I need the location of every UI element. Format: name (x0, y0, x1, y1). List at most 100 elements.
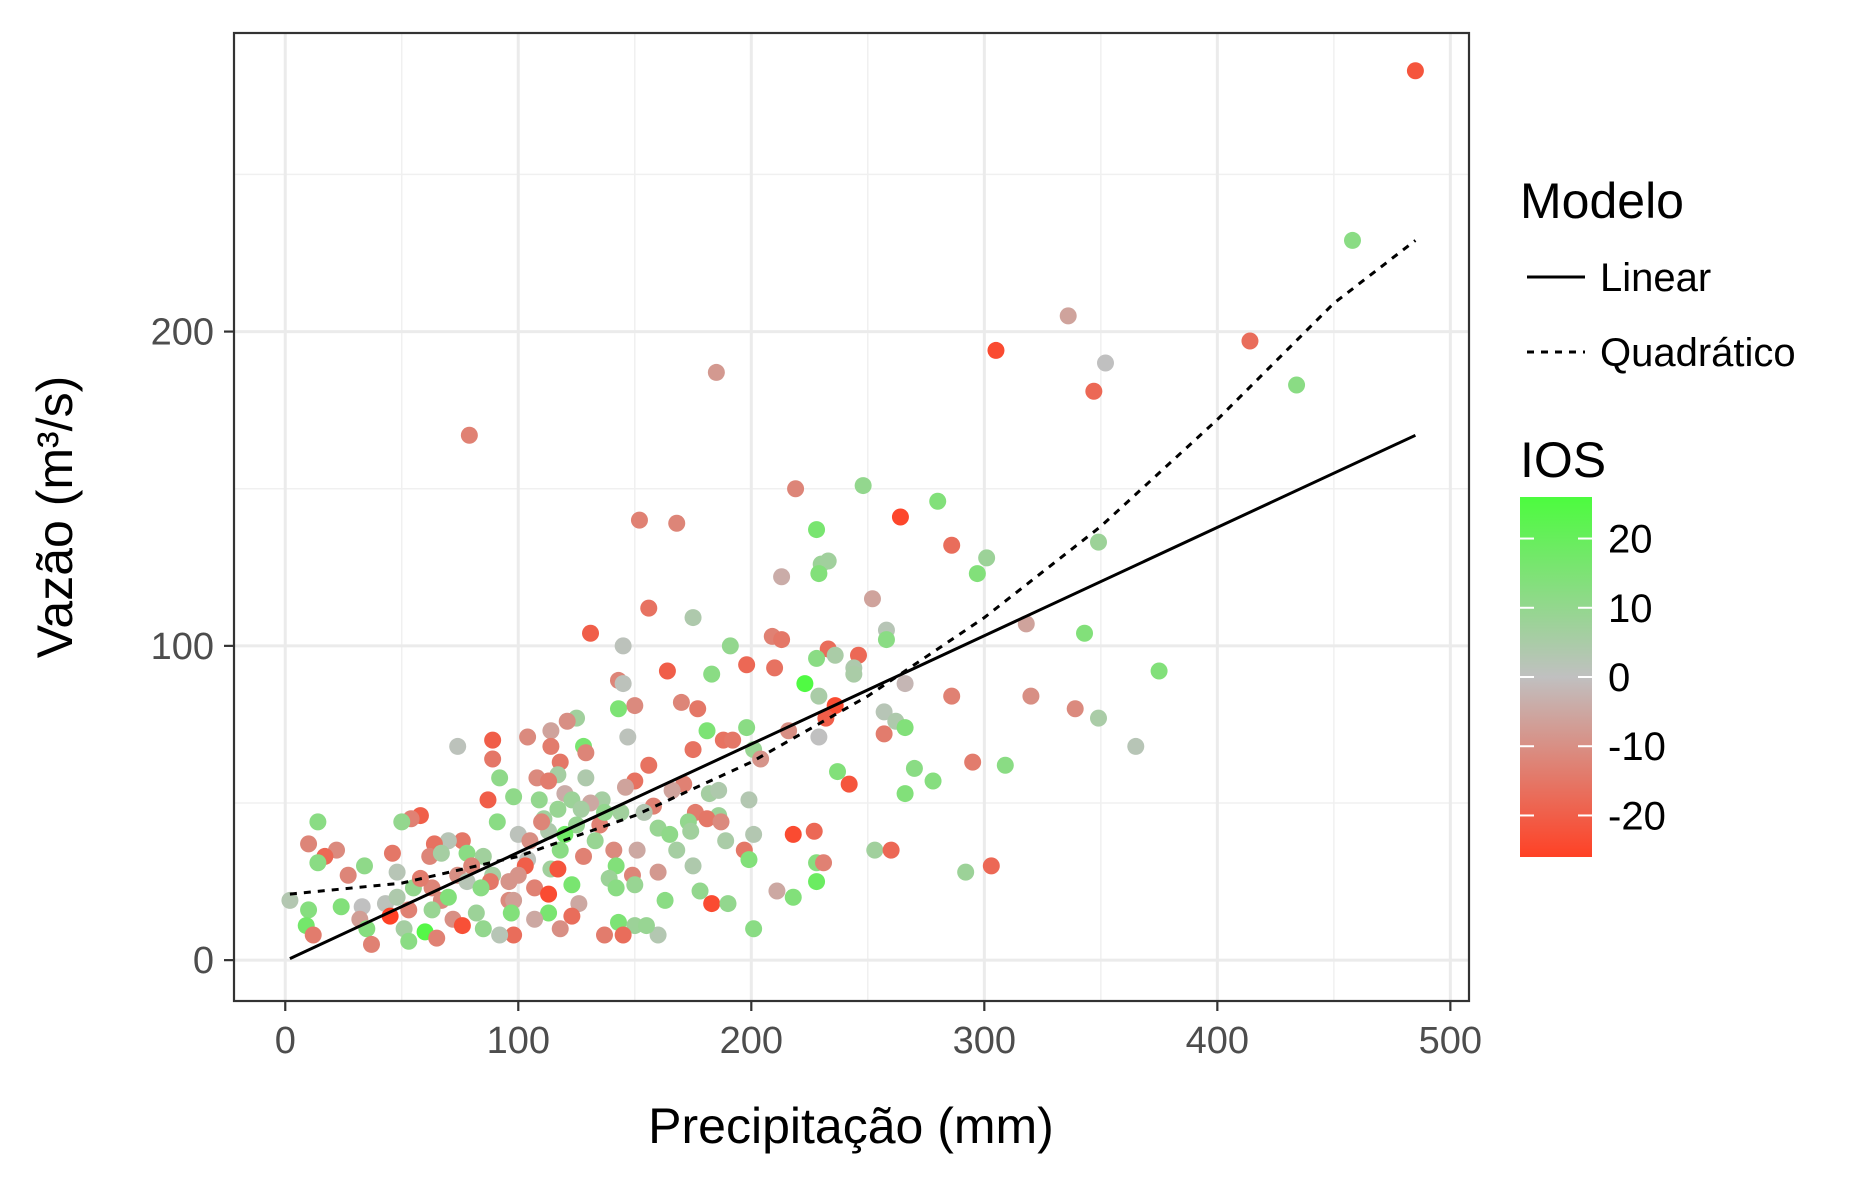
data-point (982, 857, 1000, 875)
data-point (428, 929, 446, 947)
data-point (449, 737, 467, 755)
data-point (300, 901, 318, 919)
model-line-quadratico (289, 239, 1417, 896)
data-point (684, 857, 702, 875)
data-point (810, 565, 828, 583)
data-point (805, 822, 823, 840)
data-point (460, 426, 478, 444)
data-point (766, 659, 784, 677)
data-point (353, 898, 371, 916)
data-point (707, 363, 725, 381)
data-point (863, 590, 881, 608)
data-point (626, 697, 644, 715)
y-axis-title: Vazão (m³/s) (27, 376, 83, 658)
data-point (309, 813, 327, 831)
data-point (575, 847, 593, 865)
data-point (484, 750, 502, 768)
data-point (488, 813, 506, 831)
data-point (668, 841, 686, 859)
data-point (626, 876, 644, 894)
data-point (719, 895, 737, 913)
data-point (530, 791, 548, 809)
legend-ios-title: IOS (1520, 432, 1606, 488)
data-point (689, 700, 707, 718)
data-point (281, 891, 299, 909)
data-point (829, 763, 847, 781)
data-point (540, 772, 558, 790)
data-point (745, 920, 763, 938)
data-point (640, 599, 658, 617)
data-point (474, 847, 492, 865)
data-point (609, 700, 627, 718)
data-point (661, 825, 679, 843)
data-point (393, 813, 411, 831)
data-point (656, 891, 674, 909)
data-point (717, 832, 735, 850)
data-point (500, 873, 518, 891)
data-point (796, 675, 814, 693)
data-point (355, 857, 373, 875)
data-point (551, 920, 569, 938)
data-point (484, 731, 502, 749)
data-point (752, 750, 770, 768)
data-point (996, 756, 1014, 774)
data-point (439, 832, 457, 850)
data-point (505, 788, 523, 806)
data-point (542, 737, 560, 755)
data-point (596, 926, 613, 944)
data-point (1090, 533, 1107, 551)
y-tick-label: 200 (151, 312, 214, 354)
data-point (1085, 382, 1103, 400)
data-point (663, 781, 681, 799)
data-point (712, 813, 730, 831)
data-point (768, 882, 786, 900)
data-point (773, 631, 791, 649)
data-point (808, 649, 826, 667)
data-point (607, 879, 625, 897)
data-point (815, 854, 833, 872)
colorbar-tick-label: -20 (1608, 794, 1666, 838)
data-point (637, 917, 655, 935)
data-point (810, 687, 828, 705)
data-point (551, 841, 569, 859)
data-point (526, 910, 544, 928)
data-point (1076, 624, 1094, 642)
data-point (721, 637, 739, 655)
data-point (533, 813, 551, 831)
data-point (309, 854, 327, 872)
data-point (896, 785, 914, 803)
data-point (388, 863, 406, 881)
data-point (738, 656, 756, 674)
data-point (614, 926, 632, 944)
data-point (616, 778, 634, 796)
data-point (943, 687, 961, 705)
data-point (479, 791, 497, 809)
data-point (943, 536, 961, 554)
data-point (896, 719, 914, 737)
data-point (698, 810, 716, 828)
data-point (877, 631, 895, 649)
data-point (577, 744, 595, 762)
data-point (1241, 332, 1259, 350)
data-point (724, 731, 742, 749)
data-point (542, 722, 560, 740)
data-point (826, 646, 844, 664)
data-point (1059, 307, 1077, 325)
y-tick-label: 100 (151, 626, 214, 668)
data-point (381, 907, 399, 925)
data-point (668, 514, 686, 532)
data-point (978, 549, 996, 567)
x-tick-label: 200 (720, 1020, 783, 1062)
data-point (682, 822, 700, 840)
x-tick-label: 400 (1186, 1020, 1249, 1062)
data-point (703, 665, 721, 683)
data-point (845, 665, 863, 683)
data-point (439, 888, 457, 906)
colorbar-tick-label: -10 (1608, 725, 1666, 769)
data-point (1090, 709, 1107, 727)
data-point (773, 568, 791, 586)
data-point (808, 521, 826, 539)
legend-modelo-title: Modelo (1520, 173, 1684, 229)
colorbar-tick-label: 10 (1608, 587, 1653, 631)
data-point (1406, 62, 1424, 80)
